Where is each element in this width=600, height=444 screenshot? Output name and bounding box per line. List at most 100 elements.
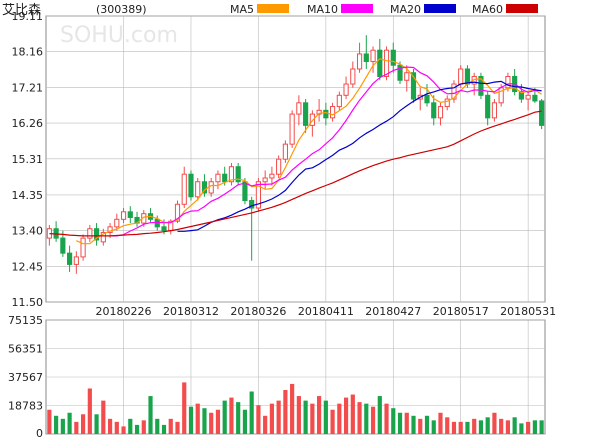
volume-bar xyxy=(94,414,99,434)
candle-body-up xyxy=(269,173,275,179)
price-tick-label: 12.45 xyxy=(12,260,44,273)
volume-bar xyxy=(276,400,281,434)
candle xyxy=(127,206,133,224)
candle-body-down xyxy=(431,102,437,119)
candle-body-up xyxy=(80,237,86,258)
volume-bar xyxy=(357,402,362,434)
candle-body-up xyxy=(282,143,288,160)
volume-bar xyxy=(168,418,173,434)
candle-body-up xyxy=(73,256,79,265)
legend-label-ma5: MA5 xyxy=(230,3,254,16)
date-axis-labels: 20180226 20180312 20180326 20180411 20180427… xyxy=(96,305,557,318)
ma-line-ma5 xyxy=(76,58,542,245)
candle-body-down xyxy=(390,49,396,66)
candle-body-down xyxy=(377,49,383,78)
candle-body-down xyxy=(478,76,484,96)
volume-bar xyxy=(350,394,355,434)
volume-bar xyxy=(317,396,322,434)
volume-tick-label: 37567 xyxy=(8,371,43,384)
candle xyxy=(323,102,329,126)
volume-bar xyxy=(101,400,106,434)
candle-body-up xyxy=(451,83,457,100)
candle-body-down xyxy=(303,102,309,126)
volume-bar xyxy=(451,421,457,434)
candle xyxy=(444,95,450,111)
candle-body-up xyxy=(215,173,221,183)
candle-body-down xyxy=(222,173,228,183)
candle xyxy=(53,221,59,242)
candle xyxy=(356,42,363,73)
date-tick-label: 20180312 xyxy=(163,305,219,318)
candle xyxy=(215,170,221,190)
volume-bar xyxy=(492,412,497,434)
volume-bar xyxy=(134,424,140,434)
volume-bar xyxy=(47,409,52,434)
candle-body-up xyxy=(404,72,410,81)
volume-bar xyxy=(445,417,450,434)
ma-line-ma10 xyxy=(110,66,542,237)
candle xyxy=(235,162,241,186)
volume-bar xyxy=(148,396,153,434)
volume-bar xyxy=(303,400,308,434)
candle xyxy=(512,68,518,96)
stock-name: 艾比森 xyxy=(2,3,41,18)
candle xyxy=(188,170,194,201)
price-tick-label: 14.35 xyxy=(12,189,44,202)
volume-bar xyxy=(404,412,409,434)
candle xyxy=(93,223,100,246)
candle-body-up xyxy=(255,181,262,209)
candle-body-down xyxy=(323,109,329,119)
candle xyxy=(471,72,477,96)
candle xyxy=(181,166,187,209)
volume-bar xyxy=(370,406,376,434)
candle-body-down xyxy=(242,181,248,202)
candle xyxy=(262,170,268,190)
volume-bar xyxy=(290,383,295,434)
volume-bar xyxy=(519,423,524,434)
candle-body-down xyxy=(424,94,430,104)
candle-body-up xyxy=(87,228,93,239)
candle xyxy=(46,224,52,246)
volume-bar xyxy=(229,397,234,434)
candle xyxy=(73,251,79,274)
candle xyxy=(208,177,214,197)
candle xyxy=(289,110,295,148)
candle xyxy=(478,72,484,100)
candle-body-up xyxy=(208,181,214,194)
ma-line-ma60 xyxy=(49,110,542,237)
volume-bar xyxy=(323,400,328,434)
candle-body-down xyxy=(188,173,194,198)
volume-bar xyxy=(114,421,119,434)
volume-bar xyxy=(330,409,335,434)
candle xyxy=(329,102,336,122)
candle xyxy=(80,234,86,261)
volume-bar xyxy=(343,397,349,434)
candle-body-up xyxy=(181,173,187,205)
candle-body-up xyxy=(107,226,113,233)
candle xyxy=(370,46,376,73)
volume-bar xyxy=(418,418,423,434)
volume-bar xyxy=(377,396,382,434)
volume-bar xyxy=(155,418,160,434)
candle-body-up xyxy=(505,76,511,89)
volume-bar xyxy=(465,421,470,434)
candle xyxy=(134,211,140,227)
date-tick-label: 20180427 xyxy=(365,305,421,318)
volume-bar xyxy=(107,418,113,434)
candle xyxy=(255,177,262,212)
price-tick-label: 15.31 xyxy=(12,153,44,166)
candle xyxy=(303,99,309,133)
volume-tick-label: 75135 xyxy=(8,314,43,327)
candle-body-up xyxy=(491,102,498,119)
legend-label-ma10: MA10 xyxy=(307,3,338,16)
candle-body-up xyxy=(296,102,302,115)
date-tick-label: 20180411 xyxy=(298,305,354,318)
date-tick-label: 20180531 xyxy=(500,305,556,318)
candle xyxy=(201,174,208,197)
volume-bar xyxy=(283,389,288,434)
volume-bar xyxy=(478,420,484,434)
candle-body-down xyxy=(410,72,417,100)
candle-body-up xyxy=(458,68,464,85)
price-tick-label: 16.26 xyxy=(12,117,44,130)
